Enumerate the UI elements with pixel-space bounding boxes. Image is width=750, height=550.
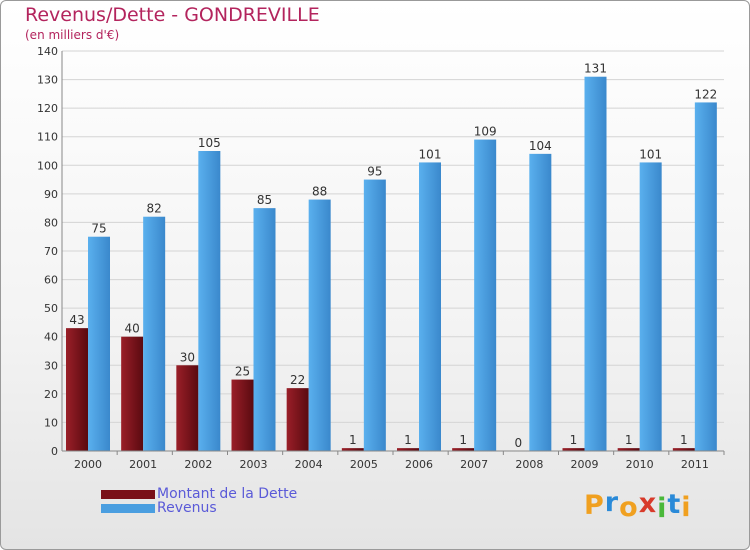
legend-label-dette: Montant de la Dette [157,486,298,502]
data-label-revenus: 101 [639,147,662,161]
bar-revenus [363,179,386,452]
bar-dette [341,448,364,451]
y-tick-label: 20 [44,388,58,401]
bar-dette [617,448,640,451]
x-tick-label: 2000 [74,458,102,471]
bar-revenus [474,139,497,452]
legend-item-revenus: Revenus [101,500,297,516]
y-tick-label: 0 [51,445,58,458]
logo-letter: P [584,490,605,521]
legend-item-dette: Montant de la Dette [101,486,298,502]
y-tick-label: 70 [44,245,58,258]
data-label-revenus: 104 [529,139,552,153]
bar-revenus [198,151,221,451]
y-tick-label: 90 [44,188,58,201]
x-tick-label: 2001 [129,458,157,471]
data-label-dette: 25 [235,365,250,379]
grid-lines [62,50,724,452]
data-label-dette: 1 [680,433,688,447]
bar-dette [397,448,419,451]
bar-revenus [529,153,552,451]
bar-dette [562,448,585,451]
x-tick-label: 2006 [405,458,433,471]
data-label-dette: 22 [290,373,305,387]
y-tick-label: 110 [37,131,58,144]
bar-revenus [308,199,331,451]
data-label-revenus: 105 [198,136,221,150]
logo-letter: o [619,492,639,523]
y-tick-label: 140 [37,45,58,58]
y-axis: 0 10 20 30 40 50 60 70 80 90 100 110 120 130 140 [37,45,63,458]
x-tick-label: 2008 [515,458,543,471]
x-tick-label: 2002 [184,458,212,471]
bar-dette [176,365,199,451]
x-tick-label: 2005 [350,458,378,471]
bar-dette [66,328,88,451]
legend-swatch-dette [101,489,155,499]
y-tick-label: 60 [44,274,58,287]
bar-dette [121,336,144,451]
bar-dette [452,448,475,451]
bar-revenus [584,76,607,451]
legend-swatch-revenus [101,503,155,513]
data-label-revenus: 101 [419,147,442,161]
data-label-revenus: 109 [474,125,497,139]
logo-letter: r [604,487,620,518]
x-axis: 2000 2001 2002 2003 2004 2005 2006 2007 2008 2009… [62,450,725,471]
data-labels: 43 75 40 82 30 105 25 85 22 88 1 95 1 101 1 109 0 104 1 131… [69,62,717,450]
data-label-dette: 1 [349,433,357,447]
y-tick-label: 50 [44,302,58,315]
y-tick-label: 30 [44,359,58,372]
x-tick-label: 2011 [681,458,709,471]
y-tick-label: 40 [44,331,58,344]
bar-dette [286,388,309,451]
y-tick-label: 120 [37,102,58,115]
y-tick-label: 100 [37,159,58,172]
y-tick-label: 10 [44,416,58,429]
logo-letter: i [657,493,668,524]
bar-revenus [419,162,441,451]
bar-revenus [694,102,717,451]
proxiti-logo: Proxiti [584,487,692,524]
chart-title: Revenus/Dette - GONDREVILLE [25,4,320,26]
legend-label-revenus: Revenus [157,500,217,516]
data-label-revenus: 131 [584,62,607,76]
logo-letter: x [638,488,658,519]
logo-letter: i [681,492,692,523]
data-label-revenus: 85 [257,193,272,207]
data-label-revenus: 75 [91,222,106,236]
bar-dette [672,448,695,451]
logo-letter: t [667,489,682,520]
x-tick-label: 2004 [295,458,323,471]
data-label-revenus: 82 [147,202,162,216]
data-label-dette: 40 [125,322,140,336]
y-tick-label: 130 [37,74,58,87]
bar-revenus [143,216,166,451]
bar-revenus [639,162,662,451]
bar-revenus [253,208,276,451]
data-label-dette: 0 [515,436,523,450]
data-label-dette: 43 [69,313,84,327]
y-tick-label: 80 [44,216,58,229]
bar-revenus [88,236,110,451]
x-tick-label: 2010 [626,458,654,471]
bar-dette [231,379,254,451]
x-tick-label: 2009 [571,458,599,471]
bars-group [66,76,717,452]
data-label-revenus: 122 [694,87,717,101]
data-label-dette: 1 [404,433,412,447]
data-label-revenus: 88 [312,185,327,199]
data-label-dette: 1 [625,433,633,447]
data-label-dette: 1 [459,433,467,447]
x-tick-label: 2003 [240,458,268,471]
x-tick-label: 2007 [460,458,488,471]
legend: Montant de la Dette Revenus [101,486,298,516]
chart-subtitle: (en milliers d'€) [25,28,120,42]
data-label-dette: 1 [570,433,578,447]
data-label-dette: 30 [180,350,195,364]
data-label-revenus: 95 [367,165,382,179]
